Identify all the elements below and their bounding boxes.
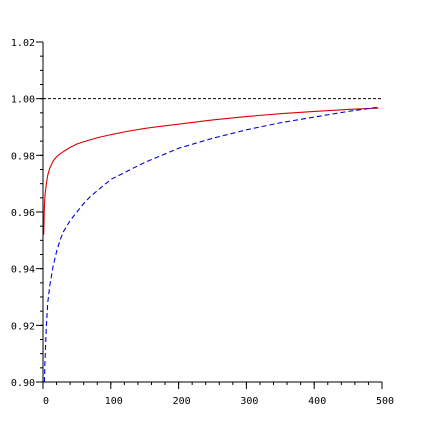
axes [42, 42, 382, 383]
y-tick-label: 0.90 [11, 378, 35, 389]
x-tick-label: 200 [173, 396, 191, 407]
x-tick-label: 500 [376, 396, 394, 407]
y-tick-label: 1.02 [11, 38, 35, 49]
tick-labels: 0 100 200 300 400 500 0.90 0.92 0.94 0.96 0.98 1.00… [11, 38, 394, 407]
y-tick-label: 0.94 [11, 265, 35, 276]
y-tick-label: 0.92 [11, 321, 35, 332]
y-tick-label: 0.98 [11, 151, 35, 162]
x-tick-label: 0 [43, 396, 49, 407]
major-ticks [36, 41, 383, 389]
series-line-1 [43, 107, 379, 235]
x-tick-label: 100 [105, 396, 123, 407]
y-tick-label: 0.96 [11, 208, 35, 219]
series-lines [43, 106, 379, 383]
y-tick-label: 1.00 [11, 95, 35, 106]
x-tick-label: 300 [240, 396, 258, 407]
x-tick-label: 400 [308, 396, 326, 407]
minor-ticks [40, 41, 383, 385]
series-line-2 [43, 106, 379, 383]
